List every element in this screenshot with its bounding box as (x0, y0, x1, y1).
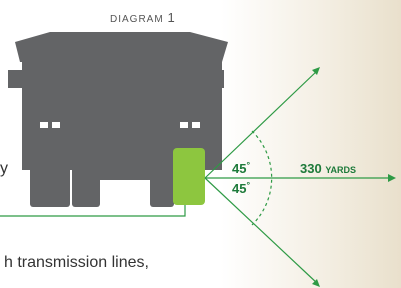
light (40, 122, 48, 128)
range-lines (205, 70, 390, 284)
text-fragment: y (0, 160, 8, 178)
angle-label: 45° (232, 180, 250, 196)
diagram: DIAGRAM 1 45° 45° 330 YARDS (0, 0, 401, 288)
text-fragment: h transmission lines, (4, 254, 149, 272)
diagram-label: DIAGRAM 1 (110, 10, 176, 25)
light (192, 122, 200, 128)
light (180, 122, 188, 128)
sensor-box (173, 148, 205, 205)
diagram-page: DIAGRAM 1 45° 45° 330 YARDS y h transmis… (0, 0, 401, 288)
arrowheads (312, 67, 396, 287)
angle-label: 45° (232, 160, 250, 176)
light (52, 122, 60, 128)
distance-label: 330 YARDS (300, 161, 356, 176)
